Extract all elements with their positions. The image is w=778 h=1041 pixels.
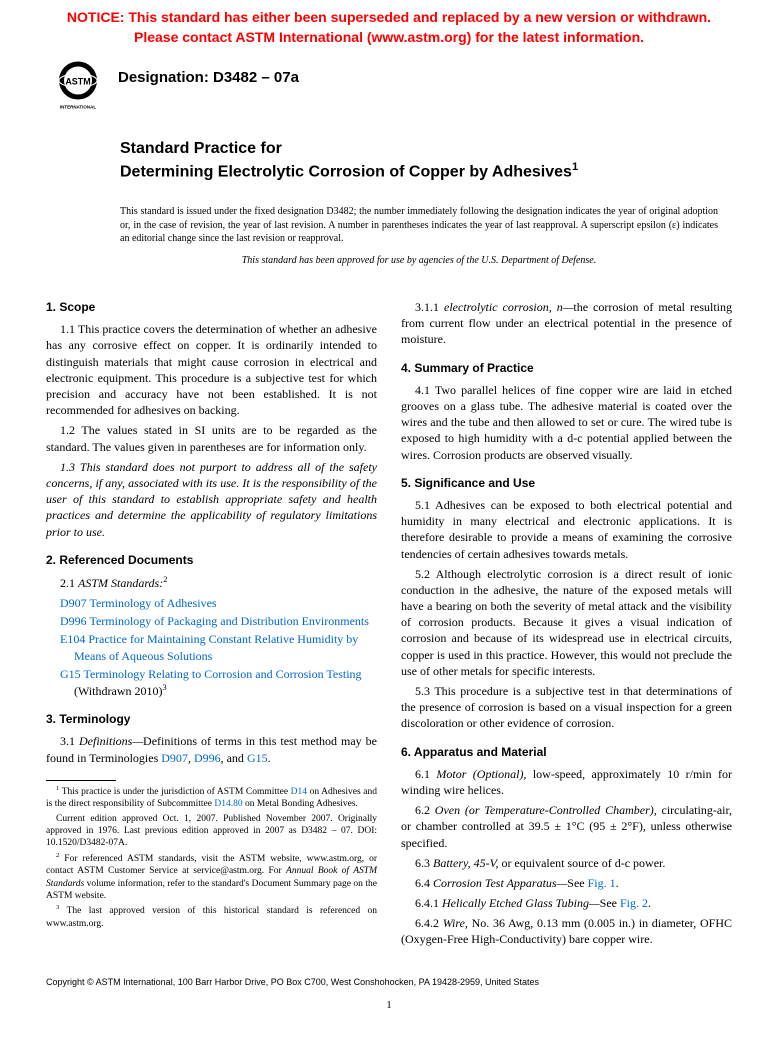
section-head-scope: 1. Scope (46, 299, 377, 315)
para-3-1-1: 3.1.1 electrolytic corrosion, n—the corr… (401, 299, 732, 348)
link-d907[interactable]: D907 (60, 596, 87, 610)
designation: Designation: D3482 – 07a (118, 68, 299, 88)
supersession-notice: NOTICE: This standard has either been su… (0, 0, 778, 51)
issuance-note: This standard is issued under the fixed … (0, 193, 778, 250)
para-6-4-2: 6.4.2 Wire, No. 36 Awg, 0.13 mm (0.005 i… (401, 915, 732, 947)
page-number: 1 (0, 988, 778, 1031)
footnote-1-p2: Current edition approved Oct. 1, 2007. P… (46, 813, 377, 850)
link-g15[interactable]: G15 (60, 667, 81, 681)
link-d996[interactable]: D996 (60, 614, 87, 628)
para-6-2: 6.2 Oven (or Temperature-Controlled Cham… (401, 802, 732, 851)
ref-d907: D907 Terminology of Adhesives (60, 595, 377, 611)
para-6-4-1: 6.4.1 Helically Etched Glass Tubing—See … (401, 895, 732, 911)
section-head-term: 3. Terminology (46, 711, 377, 727)
svg-text:ASTM: ASTM (65, 77, 90, 87)
notice-line-1: NOTICE: This standard has either been su… (20, 8, 758, 28)
link-subcommittee-d14-80[interactable]: D14.80 (214, 799, 242, 809)
para-5-3: 5.3 This procedure is a subjective test … (401, 683, 732, 732)
ref-d996: D996 Terminology of Packaging and Distri… (60, 613, 377, 629)
para-2-1: 2.1 ASTM Standards:2 (46, 574, 377, 591)
link-term-d907[interactable]: D907 (161, 751, 188, 765)
link-term-d996[interactable]: D996 (194, 751, 221, 765)
ref-e104: E104 Practice for Maintaining Constant R… (60, 631, 377, 663)
para-3-1: 3.1 Definitions—Definitions of terms in … (46, 733, 377, 765)
dod-approval-note: This standard has been approved for use … (0, 250, 778, 274)
para-1-3: 1.3 This standard does not purport to ad… (46, 459, 377, 540)
footnote-1: 1 This practice is under the jurisdictio… (46, 785, 377, 811)
title-block: Standard Practice for Determining Electr… (0, 113, 778, 193)
para-6-1: 6.1 Motor (Optional), low-speed, approxi… (401, 766, 732, 798)
content-columns: 1. Scope 1.1 This practice covers the de… (0, 273, 778, 952)
footnote-3: 3 The last approved version of this hist… (46, 904, 377, 930)
section-head-refs: 2. Referenced Documents (46, 552, 377, 568)
para-5-2: 5.2 Although electrolytic corrosion is a… (401, 566, 732, 679)
para-1-1: 1.1 This practice covers the determinati… (46, 321, 377, 418)
link-fig-2[interactable]: Fig. 2 (620, 896, 648, 910)
para-6-3: 6.3 Battery, 45-V, or equivalent source … (401, 855, 732, 871)
para-4-1: 4.1 Two parallel helices of fine copper … (401, 382, 732, 463)
link-fig-1[interactable]: Fig. 1 (588, 876, 616, 890)
link-committee-d14[interactable]: D14 (291, 787, 307, 797)
title-prefix: Standard Practice for (120, 139, 718, 160)
logo-subtext: INTERNATIONAL (60, 105, 96, 110)
link-term-g15[interactable]: G15 (247, 751, 268, 765)
footnote-separator (46, 780, 116, 781)
left-column: 1. Scope 1.1 This practice covers the de… (46, 287, 377, 952)
notice-line-2: Please contact ASTM International (www.a… (20, 28, 758, 48)
ref-g15: G15 Terminology Relating to Corrosion an… (60, 666, 377, 699)
header-row: ASTM INTERNATIONAL Designation: D3482 – … (0, 51, 778, 113)
footnote-2: 2 For referenced ASTM standards, visit t… (46, 852, 377, 903)
para-5-1: 5.1 Adhesives can be exposed to both ele… (401, 497, 732, 562)
title-main: Determining Electrolytic Corrosion of Co… (120, 160, 718, 183)
astm-logo: ASTM INTERNATIONAL (50, 57, 106, 113)
section-head-summary: 4. Summary of Practice (401, 360, 732, 376)
right-column: 3.1.1 electrolytic corrosion, n—the corr… (401, 287, 732, 952)
para-6-4: 6.4 Corrosion Test Apparatus—See Fig. 1. (401, 875, 732, 891)
link-e104[interactable]: E104 (60, 632, 85, 646)
section-head-apparatus: 6. Apparatus and Material (401, 744, 732, 760)
copyright-line: Copyright © ASTM International, 100 Barr… (0, 952, 778, 988)
para-1-2: 1.2 The values stated in SI units are to… (46, 422, 377, 454)
section-head-significance: 5. Significance and Use (401, 475, 732, 491)
